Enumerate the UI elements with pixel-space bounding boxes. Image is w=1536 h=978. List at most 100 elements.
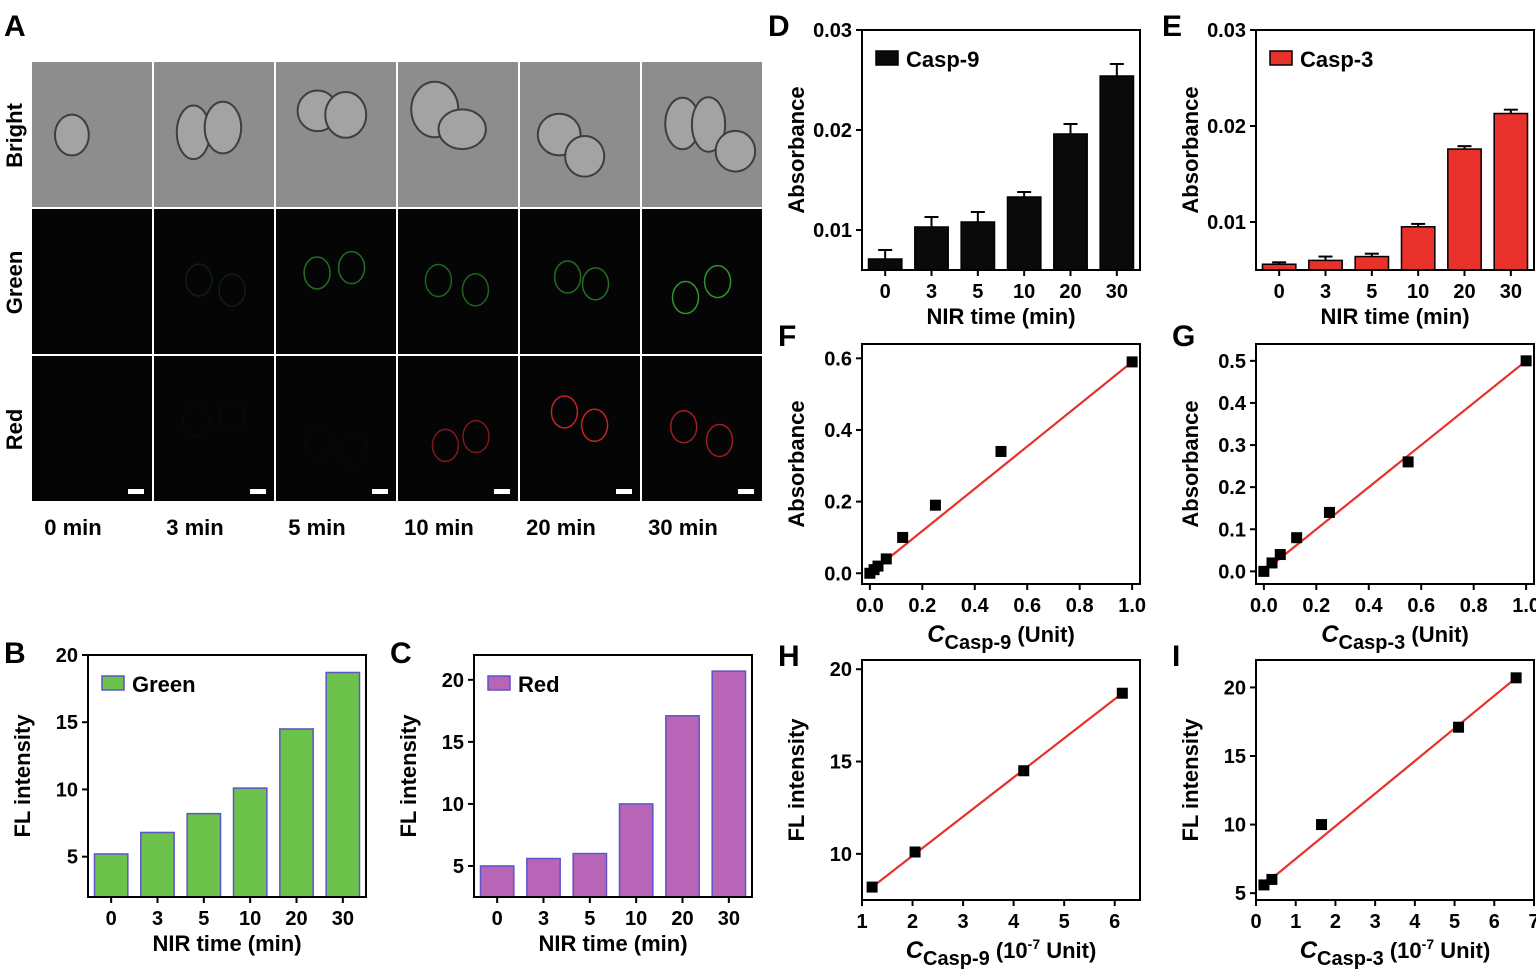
panel-b-ylabel: FL intensity xyxy=(10,714,35,838)
panel-f-xticklabel: 0.8 xyxy=(1066,595,1094,617)
panel-b-xlabel: NIR time (min) xyxy=(152,931,301,956)
panel-g-yticklabel: 0.5 xyxy=(1218,351,1246,373)
fluorescent-cell xyxy=(341,432,369,467)
panel-i-point xyxy=(1316,819,1328,831)
panel-g-xticklabel: 0.8 xyxy=(1460,595,1488,617)
micrograph-cell xyxy=(276,356,396,501)
panel-h-xticklabel: 3 xyxy=(958,911,969,933)
panel-g-point xyxy=(1266,557,1278,569)
scale-bar xyxy=(494,489,510,494)
panel-d-yticklabel: 0.02 xyxy=(813,120,852,142)
panel-d-xticklabel: 20 xyxy=(1059,281,1081,303)
fluorescent-cell xyxy=(581,267,610,301)
panel-h-xticklabel: 2 xyxy=(907,911,918,933)
panel-f-fit-line xyxy=(869,361,1133,575)
panel-i-xlabel-subscript: Casp-3 xyxy=(1317,948,1384,970)
bright-cell-outline xyxy=(437,108,487,151)
scale-bar xyxy=(738,489,754,494)
panel-d-bar xyxy=(1053,133,1088,271)
panel-f-yticklabel: 0.4 xyxy=(824,420,853,442)
scale-bar xyxy=(250,489,266,494)
panel-g-xlabel-symbol: C xyxy=(1321,621,1339,648)
panel-e-bar xyxy=(1400,226,1436,271)
panel-a-letter: A xyxy=(4,10,26,43)
panel-h-yticklabel: 10 xyxy=(830,844,852,866)
panel-c-legend-label: Red xyxy=(518,672,560,697)
panel-e-xlabel: NIR time (min) xyxy=(1320,304,1469,329)
fluorescent-cell xyxy=(703,264,732,299)
panel-e-yticklabel: 0.03 xyxy=(1207,20,1246,42)
panel-b-xticklabel: 20 xyxy=(285,908,307,930)
panel-i-xlabel-symbol: C xyxy=(1300,937,1318,964)
micrograph-cell xyxy=(32,356,152,501)
micrograph-time-label: 0 min xyxy=(44,515,101,540)
panel-h-xticklabel: 6 xyxy=(1109,911,1120,933)
panel-g-fit-line xyxy=(1263,359,1527,573)
panel-g-xticklabel: 0.6 xyxy=(1407,595,1435,617)
micrograph-cell xyxy=(32,62,152,207)
panel-c-bar xyxy=(618,803,654,898)
bright-cell-outline xyxy=(203,100,243,155)
panel-e-bar xyxy=(1447,148,1482,271)
panel-g-point xyxy=(1274,549,1286,561)
fluorescent-cell xyxy=(669,409,698,444)
panel-e-bar xyxy=(1354,255,1390,271)
panel-d-legend-label: Casp-9 xyxy=(906,47,979,72)
fluorescent-cell xyxy=(705,423,734,458)
panel-b-legend-label: Green xyxy=(132,672,196,697)
fluorescent-cell xyxy=(182,403,210,438)
panel-i-xticklabel: 1 xyxy=(1290,911,1301,933)
panel-e-bar xyxy=(1493,112,1529,271)
scale-bar xyxy=(616,489,632,494)
panel-h-xlabel-subscript: Casp-9 xyxy=(923,948,990,970)
panel-e-legend-label: Casp-3 xyxy=(1300,47,1373,72)
panel-i-xlabel: CCasp-3 (10-7 Unit) xyxy=(1300,936,1491,970)
panel-h-xlabel-unit-end: Unit) xyxy=(1040,938,1096,963)
panel-g-xticklabel: 0.4 xyxy=(1355,595,1384,617)
panel-f-point xyxy=(995,445,1007,457)
panel-c-xticklabel: 30 xyxy=(718,908,740,930)
panel-h-letter: H xyxy=(778,640,800,673)
micrograph-time-label: 30 min xyxy=(648,515,718,540)
panel-c-bar xyxy=(526,857,561,898)
panel-f-letter: F xyxy=(778,320,796,353)
panel-g-yticklabel: 0.4 xyxy=(1218,393,1247,415)
panel-h-xlabel-unit: (10 xyxy=(990,938,1028,963)
panel-h-xticklabel: 5 xyxy=(1059,911,1070,933)
fluorescent-cell xyxy=(671,280,700,315)
panel-b-yticklabel: 10 xyxy=(56,779,78,801)
fluorescent-cell xyxy=(580,408,609,443)
panel-c-yticklabel: 5 xyxy=(453,856,464,878)
panel-b-yticklabel: 20 xyxy=(56,645,78,667)
fluorescent-cell xyxy=(303,256,331,290)
panel-c-legend-swatch xyxy=(487,675,511,691)
fluorescent-cell xyxy=(337,250,366,285)
micrograph-cell xyxy=(154,356,274,501)
panel-c-bar xyxy=(479,865,515,898)
scale-bar xyxy=(372,489,388,494)
panel-i-xticklabel: 4 xyxy=(1409,911,1421,933)
panel-c-yticklabel: 10 xyxy=(442,794,464,816)
panel-f-xlabel-unit: (Unit) xyxy=(1011,622,1075,647)
panel-e-ylabel: Absorbance xyxy=(1178,86,1203,213)
panel-h-yticklabel: 20 xyxy=(830,659,852,681)
panel-e-yticklabel: 0.02 xyxy=(1207,116,1246,138)
micrograph-grid xyxy=(32,62,762,501)
panel-c-xlabel: NIR time (min) xyxy=(538,931,687,956)
panel-i-letter: I xyxy=(1172,640,1180,673)
panel-g-xlabel-subscript: Casp-3 xyxy=(1339,632,1406,654)
panel-c-ylabel: FL intensity xyxy=(396,714,421,838)
panel-h-yticklabel: 15 xyxy=(830,752,852,774)
panel-i-xticklabel: 7 xyxy=(1528,911,1536,933)
panel-f-frame xyxy=(861,343,1141,585)
panel-b-xticklabel: 5 xyxy=(198,908,209,930)
panel-f-point xyxy=(880,553,892,565)
panel-e-xticklabel: 5 xyxy=(1366,281,1377,303)
panel-c-letter: C xyxy=(390,637,412,670)
panel-i-yticklabel: 15 xyxy=(1224,746,1246,768)
micrograph-cell xyxy=(520,356,640,501)
panel-i-xticklabel: 5 xyxy=(1449,911,1460,933)
panel-d-bar xyxy=(960,221,996,271)
panel-g-point xyxy=(1402,456,1414,468)
panel-g-yticklabel: 0.0 xyxy=(1218,561,1246,583)
